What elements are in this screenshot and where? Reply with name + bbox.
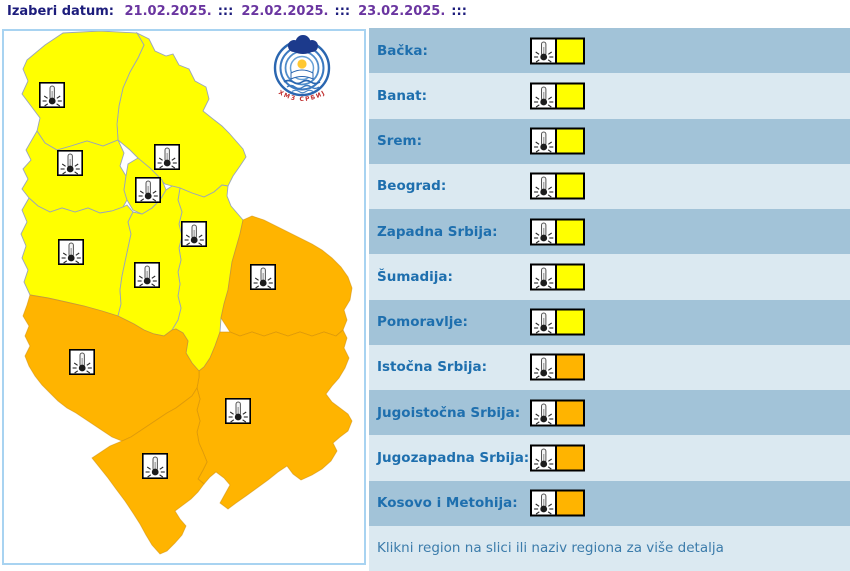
map-thermometer-icon-jugoistocna-srbija[interactable] xyxy=(225,398,251,424)
thermometer-icon xyxy=(530,308,557,336)
thermometer-icon xyxy=(530,263,557,291)
region-row-jugoistocna-srbija[interactable]: Jugoistočna Srbija: xyxy=(369,390,850,436)
date-separator: ::: xyxy=(334,4,351,19)
warning-indicator-jugoistocna-srbija[interactable] xyxy=(530,399,585,427)
thermometer-icon xyxy=(530,127,557,155)
thermometer-icon xyxy=(530,489,557,517)
map-thermometer-icon-jugozapadna-srbija[interactable] xyxy=(69,349,95,375)
map-region-istocna-srbija[interactable] xyxy=(220,215,353,337)
warning-level-cell-yellow xyxy=(557,37,585,65)
map-region-jugoistocna-srbija[interactable] xyxy=(196,329,353,510)
map-region-sumadija[interactable] xyxy=(117,185,183,337)
region-link-zapadna-srbija[interactable]: Zapadna Srbija: xyxy=(377,223,498,240)
map-thermometer-icon-backa[interactable] xyxy=(39,82,65,108)
date-link-3[interactable]: 23.02.2025. xyxy=(358,4,446,19)
warning-indicator-kosovo-i-metohija[interactable] xyxy=(530,489,585,517)
warning-indicator-zapadna-srbija[interactable] xyxy=(530,218,585,246)
region-warning-list: Bačka: Banat: Srem: Beograd: Zapadna Srbija:… xyxy=(369,28,850,571)
warning-level-cell-orange xyxy=(557,444,585,472)
map-thermometer-icon-kosovo-i-metohija[interactable] xyxy=(142,453,168,479)
region-row-backa[interactable]: Bačka: xyxy=(369,28,850,74)
region-link-pomoravlje[interactable]: Pomoravlje: xyxy=(377,314,468,331)
thermometer-icon xyxy=(530,444,557,472)
region-link-beograd[interactable]: Beograd: xyxy=(377,178,447,195)
region-row-kosovo-i-metohija[interactable]: Kosovo i Metohija: xyxy=(369,480,850,526)
region-link-kosovo-i-metohija[interactable]: Kosovo i Metohija: xyxy=(377,495,518,512)
thermometer-icon xyxy=(530,172,557,200)
region-link-srem[interactable]: Srem: xyxy=(377,133,423,150)
warning-level-cell-yellow xyxy=(557,82,585,110)
map-thermometer-icon-pomoravlje[interactable] xyxy=(181,221,207,247)
region-row-istocna-srbija[interactable]: Istočna Srbija: xyxy=(369,344,850,390)
warning-level-cell-yellow xyxy=(557,127,585,155)
thermometer-icon xyxy=(530,37,557,65)
warning-indicator-backa[interactable] xyxy=(530,37,585,65)
thermometer-icon xyxy=(530,353,557,381)
warning-indicator-sumadija[interactable] xyxy=(530,263,585,291)
region-row-pomoravlje[interactable]: Pomoravlje: xyxy=(369,299,850,345)
region-row-sumadija[interactable]: Šumadija: xyxy=(369,254,850,300)
map-thermometer-icon-istocna-srbija[interactable] xyxy=(250,264,276,290)
region-link-jugozapadna-srbija[interactable]: Jugozapadna Srbija: xyxy=(377,449,530,466)
region-link-sumadija[interactable]: Šumadija: xyxy=(377,268,453,285)
map-thermometer-icon-banat[interactable] xyxy=(154,144,180,170)
thermometer-icon xyxy=(530,82,557,110)
region-row-banat[interactable]: Banat: xyxy=(369,73,850,119)
thermometer-icon xyxy=(530,399,557,427)
region-row-zapadna-srbija[interactable]: Zapadna Srbija: xyxy=(369,209,850,255)
warning-level-cell-yellow xyxy=(557,172,585,200)
warning-indicator-pomoravlje[interactable] xyxy=(530,308,585,336)
map-thermometer-icon-zapadna-srbija[interactable] xyxy=(58,239,84,265)
map-instructions-text: Klikni region na slici ili naziv regiona… xyxy=(377,540,724,557)
map-thermometer-icon-beograd[interactable] xyxy=(135,177,161,203)
warning-level-cell-yellow xyxy=(557,218,585,246)
thermometer-icon xyxy=(530,218,557,246)
warning-indicator-istocna-srbija[interactable] xyxy=(530,353,585,381)
map-thermometer-icon-sumadija[interactable] xyxy=(134,262,160,288)
warning-indicator-jugozapadna-srbija[interactable] xyxy=(530,444,585,472)
warning-level-cell-orange xyxy=(557,353,585,381)
rhmz-serbia-logo-icon: РХМЗ СРБИЈЕ xyxy=(269,31,331,103)
region-link-backa[interactable]: Bačka: xyxy=(377,42,428,59)
warning-indicator-beograd[interactable] xyxy=(530,172,585,200)
warning-level-cell-orange xyxy=(557,399,585,427)
region-link-istocna-srbija[interactable]: Istočna Srbija: xyxy=(377,359,488,376)
warning-level-cell-yellow xyxy=(557,263,585,291)
region-row-srem[interactable]: Srem: xyxy=(369,118,850,164)
region-link-banat[interactable]: Banat: xyxy=(377,87,427,104)
warning-level-cell-orange xyxy=(557,489,585,517)
date-separator: ::: xyxy=(451,4,467,19)
region-link-jugoistocna-srbija[interactable]: Jugoistočna Srbija: xyxy=(377,404,521,421)
date-selector-bar: Izaberi datum: 21.02.2025.::: 22.02.2025.… xyxy=(7,4,469,24)
warning-level-cell-yellow xyxy=(557,308,585,336)
map-instructions-row: Klikni region na slici ili naziv regiona… xyxy=(369,525,850,571)
date-selector-label: Izaberi datum: xyxy=(7,4,114,19)
map-thermometer-icon-srem[interactable] xyxy=(57,150,83,176)
warning-indicator-banat[interactable] xyxy=(530,82,585,110)
serbia-warning-map: РХМЗ СРБИЈЕ xyxy=(20,31,353,555)
date-link-2[interactable]: 22.02.2025. xyxy=(241,4,329,19)
serbia-warning-map-panel: РХМЗ СРБИЈЕ xyxy=(2,29,366,565)
region-row-jugozapadna-srbija[interactable]: Jugozapadna Srbija: xyxy=(369,435,850,481)
region-row-beograd[interactable]: Beograd: xyxy=(369,163,850,209)
date-link-1[interactable]: 21.02.2025. xyxy=(124,4,212,19)
warning-indicator-srem[interactable] xyxy=(530,127,585,155)
date-separator: ::: xyxy=(217,4,234,19)
